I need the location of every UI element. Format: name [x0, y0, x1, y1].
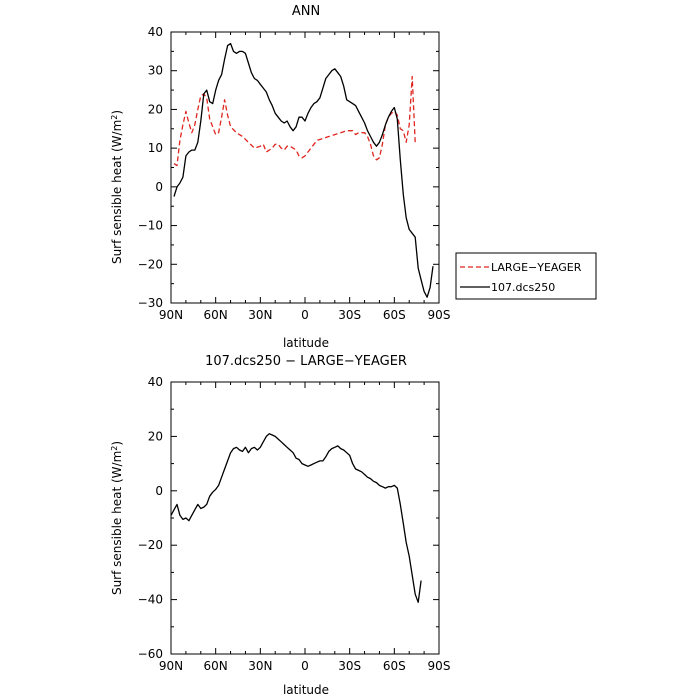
y-tick-label: −10	[138, 219, 163, 233]
series-line-large-yeager	[173, 75, 416, 167]
x-axis-label: latitude	[283, 683, 329, 697]
x-tick-label: 30S	[338, 308, 361, 322]
y-tick-label: 10	[148, 141, 163, 155]
x-tick-label: 0	[301, 308, 309, 322]
x-tick-label: 60S	[383, 308, 406, 322]
plot-area-top: 90N 60N 30N 0 30S 60S 90S −30 −20 −10 0 10 20 30 40	[138, 25, 451, 322]
y-tick-label: 0	[155, 484, 163, 498]
plot-frame	[170, 381, 440, 655]
x-tick-label: 60N	[204, 659, 228, 673]
legend-box	[455, 252, 597, 300]
x-tick-label: 90S	[428, 659, 451, 673]
x-tick-label: 90N	[159, 659, 183, 673]
y-axis-label-end: )	[110, 441, 124, 446]
x-tick-label: 30N	[248, 659, 272, 673]
legend-label-107-dcs250: 107.dcs250	[491, 281, 555, 294]
y-tick-label: 40	[148, 25, 163, 39]
y-tick-label: −60	[138, 647, 163, 661]
x-tick-label: 60N	[204, 308, 228, 322]
y-tick-label: −30	[138, 296, 163, 310]
y-tick-label: 0	[155, 180, 163, 194]
y-axis-label-superscript: 2	[110, 446, 119, 451]
y-tick-label: −40	[138, 593, 163, 607]
legend: LARGE−YEAGER 107.dcs250	[455, 252, 597, 300]
panel-bottom: 107.dcs250 − LARGE−YEAGER 90N 60N 30N 0 30S 6…	[110, 354, 450, 697]
series-line-107-dcs250	[173, 42, 434, 298]
y-tick-label: 20	[148, 429, 163, 443]
x-tick-label: 30N	[248, 308, 272, 322]
y-tick-label: −20	[138, 538, 163, 552]
plot-frame	[170, 31, 440, 304]
y-tick-label: 20	[148, 102, 163, 116]
y-tick-label: 40	[148, 375, 163, 389]
chart-title: 107.dcs250 − LARGE−YEAGER	[205, 354, 407, 369]
y-axis-label: Surf sensible heat (W/m2)	[110, 441, 124, 595]
y-axis-label-main: Surf sensible heat (W/m	[110, 451, 124, 595]
y-axis-label-superscript: 2	[110, 115, 119, 120]
panel-top: ANN 90N 60N 30N 0 30S 60S 90S −30 −20 −10 0 10 20 30 4…	[110, 4, 597, 350]
x-tick-label: 0	[301, 659, 309, 673]
y-axis-label-end: )	[110, 110, 124, 115]
series-line-difference	[170, 433, 422, 603]
plot-area-bottom: 90N 60N 30N 0 30S 60S 90S −60 −40 −20 0 20 40	[138, 375, 451, 673]
x-tick-label: 60S	[383, 659, 406, 673]
x-tick-label: 30S	[338, 659, 361, 673]
x-tick-label: 90S	[428, 308, 451, 322]
y-tick-label: −20	[138, 257, 163, 271]
legend-label-large-yeager: LARGE−YEAGER	[491, 261, 582, 274]
y-tick-label: 30	[148, 64, 163, 78]
y-axis-label-main: Surf sensible heat (W/m	[110, 120, 124, 264]
x-tick-label: 90N	[159, 308, 183, 322]
y-axis-label: Surf sensible heat (W/m2)	[110, 110, 124, 264]
chart-title: ANN	[292, 4, 320, 19]
x-axis-label: latitude	[283, 336, 329, 350]
